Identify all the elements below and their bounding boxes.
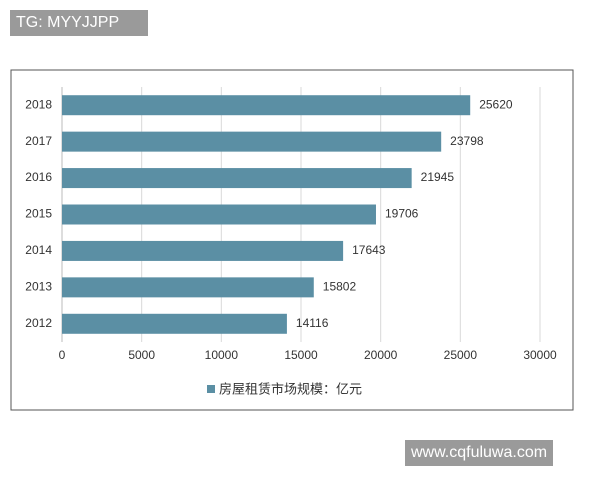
bar [62,313,287,334]
x-tick-label: 10000 [205,348,239,362]
value-label: 14116 [296,316,329,330]
y-tick-label: 2018 [25,97,52,111]
y-tick-label: 2017 [25,134,52,148]
y-tick-label: 2012 [25,316,52,330]
value-label: 17643 [352,243,386,257]
bar [62,204,376,225]
bar [62,240,344,261]
value-label: 25620 [479,97,513,111]
bar [62,277,314,298]
value-label: 23798 [450,134,484,148]
chart-frame [10,69,574,411]
y-tick-label: 2016 [25,170,52,184]
x-tick-label: 25000 [444,348,478,362]
bar [62,95,471,116]
legend-swatch [207,385,215,393]
y-tick-label: 2015 [25,207,52,221]
x-tick-label: 30000 [523,348,557,362]
bar [62,168,412,189]
bar [62,131,442,152]
x-tick-label: 15000 [284,348,318,362]
x-tick-label: 5000 [128,348,155,362]
watermark: www.cqfuluwa.com [405,440,554,466]
x-tick-label: 20000 [364,348,398,362]
value-label: 19706 [385,207,419,221]
y-tick-label: 2013 [25,280,52,294]
value-label: 21945 [421,170,455,184]
y-tick-label: 2014 [25,243,52,257]
watermark: TG: MYYJJPP [10,10,148,36]
x-tick-label: 0 [59,348,66,362]
value-label: 15802 [323,280,357,294]
legend-label: 房屋租赁市场规模：亿元 [219,381,362,396]
